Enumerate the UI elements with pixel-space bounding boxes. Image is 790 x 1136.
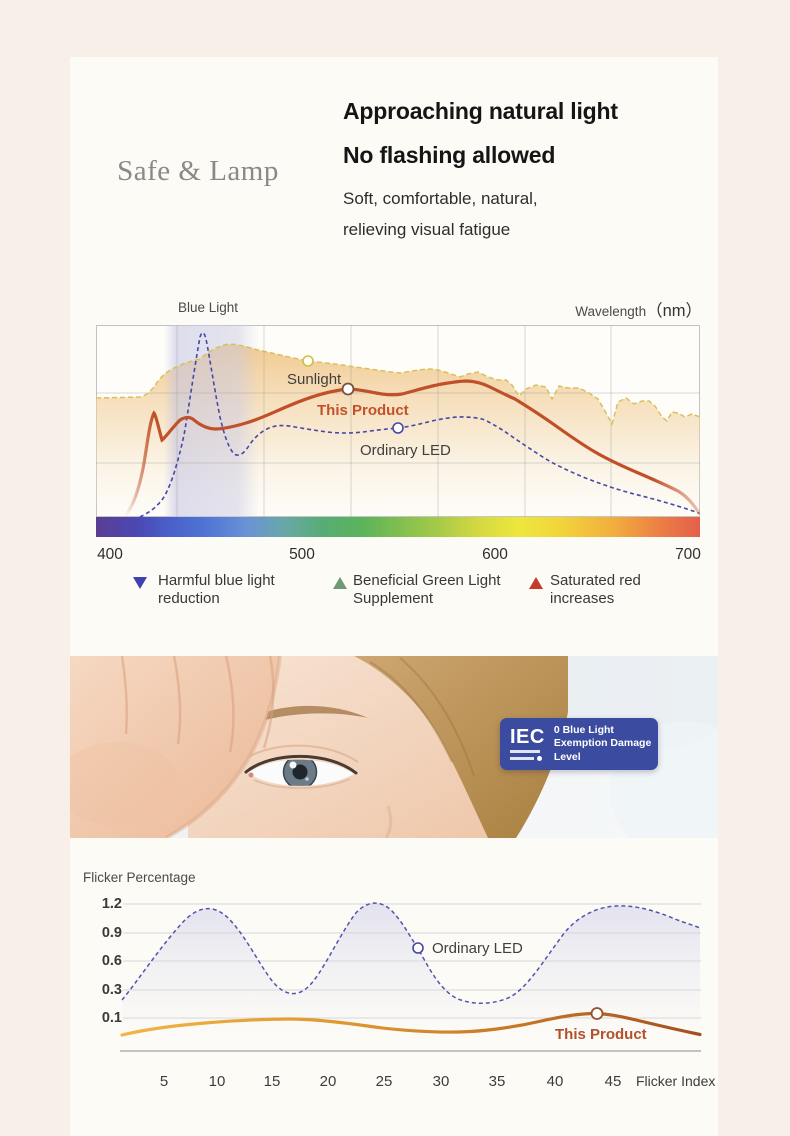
iec-logo: IEC [510, 727, 545, 761]
legend-red-line1: Saturated red [550, 572, 641, 589]
flicker-x-tick-20: 20 [319, 1073, 337, 1090]
visible-spectrum-color-bar [96, 517, 700, 537]
flicker-index-axis-label: Flicker Index [636, 1073, 716, 1089]
sunlight-marker [302, 355, 314, 367]
content-card: Safe & Lamp Approaching natural light No… [70, 57, 718, 1136]
flicker-led-label: Ordinary LED [432, 940, 523, 957]
grid-lines [96, 325, 700, 517]
this-product-curve [123, 379, 700, 517]
ordinary-led-wave-fill [122, 903, 700, 1051]
legend-item-green: Beneficial Green Light Supplement [353, 572, 528, 608]
flicker-percentage-label: Flicker Percentage [83, 870, 196, 885]
flicker-x-tick-30: 30 [432, 1073, 450, 1090]
hair-strands [369, 657, 475, 777]
down-triangle-icon [133, 577, 147, 589]
iec-logo-bar2 [510, 757, 534, 760]
eyelid-crease [245, 744, 359, 763]
this-product-series-label: This Product [317, 402, 409, 419]
lower-lash-line [253, 778, 351, 789]
flicker-led-marker [412, 942, 424, 954]
flicker-y-tick-0-9: 0.9 [101, 925, 122, 941]
nose-hint [384, 805, 393, 838]
wavelength-axis-label: Wavelength（nm） [460, 297, 702, 321]
iec-logo-text: IEC [510, 726, 545, 749]
legend-blue-line2: reduction [158, 590, 220, 607]
flicker-y-tick-0-6: 0.6 [101, 953, 122, 969]
pupil [292, 764, 308, 780]
badge-line1: 0 Blue Light [553, 723, 614, 736]
ordinary-led-marker [392, 422, 404, 434]
eye-inner-corner [248, 772, 254, 778]
legend-green-line2: Supplement [353, 590, 434, 607]
sunlight-series-label: Sunlight [287, 371, 342, 388]
badge-text: 0 Blue Light Exemption Damage Level [554, 724, 651, 765]
flicker-x-tick-15: 15 [263, 1073, 281, 1090]
wavelength-tick-400: 400 [97, 546, 123, 563]
ordinary-led-wave [121, 902, 701, 1004]
blue-light-label: Blue Light [178, 300, 239, 315]
this-product-flicker-curve [120, 1011, 702, 1037]
flicker-product-marker [590, 1007, 604, 1020]
legend-item-red: Saturated red increases [550, 572, 680, 608]
flicker-chart [120, 902, 702, 1052]
wavelength-tick-700: 700 [675, 546, 701, 563]
flicker-y-tick-0-1: 0.1 [101, 1010, 122, 1026]
badge-line2: Exemption Damage [553, 737, 652, 750]
palm-shading [70, 742, 180, 826]
up-triangle-green-icon [333, 577, 347, 589]
flicker-x-tick-5: 5 [159, 1073, 169, 1090]
legend-red-line2: increases [550, 590, 615, 607]
flicker-y-tick-1-2: 1.2 [101, 896, 122, 912]
ordinary-led-curve [139, 331, 700, 517]
ordinary-led-series-label: Ordinary LED [360, 442, 451, 459]
iec-logo-dot [537, 755, 542, 761]
iec-logo-bar-row [510, 755, 545, 761]
legend-blue-line1: Harmful blue light [158, 572, 275, 589]
page-title-line2: No flashing allowed [343, 142, 556, 168]
badge-line3: Level [553, 750, 581, 763]
this-product-marker [341, 382, 355, 396]
sunlight-outline [96, 343, 700, 426]
flicker-x-tick-40: 40 [546, 1073, 564, 1090]
iec-certification-badge: IEC 0 Blue Light Exemption Damage Level [500, 718, 658, 770]
iris-group [282, 759, 318, 786]
page-subtitle-line2: relieving visual fatigue [343, 220, 511, 239]
wavelength-tick-500: 500 [289, 546, 315, 563]
flicker-x-tick-25: 25 [375, 1073, 393, 1090]
flicker-x-tick-10: 10 [208, 1073, 226, 1090]
upper-lash-line [244, 754, 358, 775]
child-eye-photo: IEC 0 Blue Light Exemption Damage Level [70, 656, 718, 838]
hair [354, 656, 568, 838]
wavelength-unit: （nm） [646, 302, 702, 320]
flicker-x-tick-35: 35 [488, 1073, 506, 1090]
wavelength-tick-600: 600 [482, 546, 508, 563]
eye-highlight [289, 761, 297, 769]
hand-covering-eye [70, 656, 280, 838]
wavelength-text: Wavelength [575, 304, 647, 319]
brand-name: Safe & Lamp [117, 155, 279, 187]
legend-green-line1: Beneficial Green Light [353, 572, 501, 589]
finger-gaps [120, 656, 275, 753]
flicker-y-tick-0-3: 0.3 [101, 982, 122, 998]
page-subtitle-line1: Soft, comfortable, natural, [343, 189, 538, 208]
iec-logo-bar [510, 750, 540, 753]
eyebrow [238, 705, 368, 728]
flicker-x-tick-45: 45 [604, 1073, 622, 1090]
page-title-line1: Approaching natural light [343, 98, 618, 124]
legend-item-blue: Harmful blue light reduction [158, 572, 308, 608]
up-triangle-red-icon [529, 577, 543, 589]
flicker-product-label: This Product [555, 1026, 647, 1043]
eye-highlight-2 [305, 777, 309, 781]
spectrum-chart [96, 325, 700, 517]
